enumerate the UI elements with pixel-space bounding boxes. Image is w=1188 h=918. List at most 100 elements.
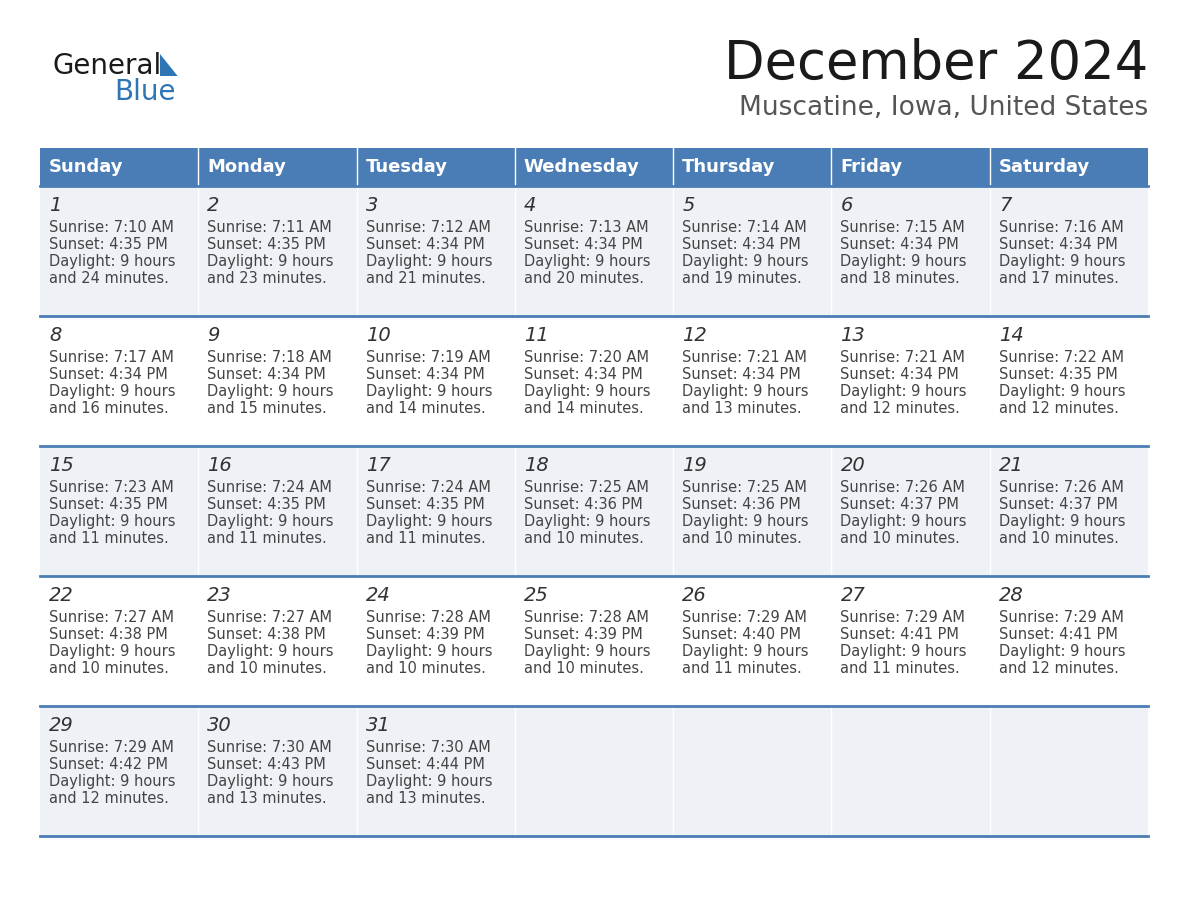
Text: and 11 minutes.: and 11 minutes. — [49, 531, 169, 546]
Text: Sunrise: 7:16 AM: Sunrise: 7:16 AM — [999, 220, 1124, 235]
Text: Sunrise: 7:29 AM: Sunrise: 7:29 AM — [840, 610, 966, 625]
Text: Sunrise: 7:30 AM: Sunrise: 7:30 AM — [366, 740, 491, 755]
Text: 11: 11 — [524, 326, 549, 345]
Text: Sunrise: 7:27 AM: Sunrise: 7:27 AM — [207, 610, 333, 625]
Text: 15: 15 — [49, 456, 74, 475]
Bar — [990, 148, 1148, 186]
Text: and 13 minutes.: and 13 minutes. — [366, 791, 485, 806]
Text: 21: 21 — [999, 456, 1024, 475]
Text: and 15 minutes.: and 15 minutes. — [207, 401, 327, 416]
Text: Sunrise: 7:26 AM: Sunrise: 7:26 AM — [840, 480, 966, 495]
Text: Sunrise: 7:11 AM: Sunrise: 7:11 AM — [207, 220, 331, 235]
Text: and 14 minutes.: and 14 minutes. — [524, 401, 644, 416]
Text: Sunset: 4:35 PM: Sunset: 4:35 PM — [366, 497, 485, 512]
Text: and 18 minutes.: and 18 minutes. — [840, 271, 960, 286]
Text: 17: 17 — [366, 456, 391, 475]
Text: and 20 minutes.: and 20 minutes. — [524, 271, 644, 286]
Text: Sunrise: 7:14 AM: Sunrise: 7:14 AM — [682, 220, 807, 235]
Bar — [356, 148, 514, 186]
Text: Sunrise: 7:13 AM: Sunrise: 7:13 AM — [524, 220, 649, 235]
Text: Sunrise: 7:29 AM: Sunrise: 7:29 AM — [682, 610, 807, 625]
Text: Sunset: 4:37 PM: Sunset: 4:37 PM — [999, 497, 1118, 512]
Text: 9: 9 — [207, 326, 220, 345]
Text: Sunrise: 7:21 AM: Sunrise: 7:21 AM — [840, 350, 966, 365]
Text: Monday: Monday — [207, 158, 286, 176]
Text: 14: 14 — [999, 326, 1024, 345]
Text: Daylight: 9 hours: Daylight: 9 hours — [682, 254, 809, 269]
Text: Sunrise: 7:27 AM: Sunrise: 7:27 AM — [49, 610, 173, 625]
Text: Daylight: 9 hours: Daylight: 9 hours — [207, 774, 334, 789]
Text: Sunrise: 7:29 AM: Sunrise: 7:29 AM — [49, 740, 173, 755]
Text: Sunrise: 7:25 AM: Sunrise: 7:25 AM — [682, 480, 807, 495]
Text: Sunset: 4:38 PM: Sunset: 4:38 PM — [49, 627, 168, 642]
Text: Sunrise: 7:21 AM: Sunrise: 7:21 AM — [682, 350, 807, 365]
Text: and 19 minutes.: and 19 minutes. — [682, 271, 802, 286]
Text: 12: 12 — [682, 326, 707, 345]
Text: and 10 minutes.: and 10 minutes. — [524, 531, 644, 546]
Text: Sunset: 4:42 PM: Sunset: 4:42 PM — [49, 757, 168, 772]
Text: 29: 29 — [49, 716, 74, 735]
Bar — [198, 148, 356, 186]
Text: and 12 minutes.: and 12 minutes. — [49, 791, 169, 806]
Text: Saturday: Saturday — [999, 158, 1089, 176]
Text: Sunset: 4:34 PM: Sunset: 4:34 PM — [366, 237, 485, 252]
Text: 18: 18 — [524, 456, 549, 475]
Text: Daylight: 9 hours: Daylight: 9 hours — [999, 254, 1125, 269]
Text: and 10 minutes.: and 10 minutes. — [524, 661, 644, 676]
Bar — [40, 316, 1148, 446]
Text: 13: 13 — [840, 326, 865, 345]
Text: Daylight: 9 hours: Daylight: 9 hours — [999, 514, 1125, 529]
Text: Sunrise: 7:28 AM: Sunrise: 7:28 AM — [524, 610, 649, 625]
Text: Sunset: 4:40 PM: Sunset: 4:40 PM — [682, 627, 801, 642]
Text: 22: 22 — [49, 586, 74, 605]
Text: Daylight: 9 hours: Daylight: 9 hours — [49, 514, 176, 529]
Text: 1: 1 — [49, 196, 62, 215]
Text: Daylight: 9 hours: Daylight: 9 hours — [524, 254, 650, 269]
Text: and 14 minutes.: and 14 minutes. — [366, 401, 486, 416]
Text: Daylight: 9 hours: Daylight: 9 hours — [682, 514, 809, 529]
Text: 7: 7 — [999, 196, 1011, 215]
Text: Sunrise: 7:18 AM: Sunrise: 7:18 AM — [207, 350, 331, 365]
Text: Sunset: 4:35 PM: Sunset: 4:35 PM — [49, 497, 168, 512]
Text: Sunrise: 7:12 AM: Sunrise: 7:12 AM — [366, 220, 491, 235]
Text: and 11 minutes.: and 11 minutes. — [840, 661, 960, 676]
Text: and 17 minutes.: and 17 minutes. — [999, 271, 1119, 286]
Text: Sunset: 4:36 PM: Sunset: 4:36 PM — [682, 497, 801, 512]
Text: 8: 8 — [49, 326, 62, 345]
Text: Sunrise: 7:19 AM: Sunrise: 7:19 AM — [366, 350, 491, 365]
Text: 30: 30 — [207, 716, 232, 735]
Text: and 10 minutes.: and 10 minutes. — [999, 531, 1119, 546]
Text: and 10 minutes.: and 10 minutes. — [840, 531, 960, 546]
Text: Daylight: 9 hours: Daylight: 9 hours — [49, 254, 176, 269]
Text: Daylight: 9 hours: Daylight: 9 hours — [366, 644, 492, 659]
Text: 5: 5 — [682, 196, 695, 215]
Bar — [514, 148, 674, 186]
Text: Daylight: 9 hours: Daylight: 9 hours — [366, 514, 492, 529]
Text: Daylight: 9 hours: Daylight: 9 hours — [682, 384, 809, 399]
Text: 4: 4 — [524, 196, 536, 215]
Text: Sunset: 4:41 PM: Sunset: 4:41 PM — [999, 627, 1118, 642]
Text: Daylight: 9 hours: Daylight: 9 hours — [366, 774, 492, 789]
Text: Daylight: 9 hours: Daylight: 9 hours — [49, 644, 176, 659]
Text: and 10 minutes.: and 10 minutes. — [682, 531, 802, 546]
Text: Sunset: 4:39 PM: Sunset: 4:39 PM — [524, 627, 643, 642]
Text: Sunset: 4:34 PM: Sunset: 4:34 PM — [840, 367, 959, 382]
Text: and 10 minutes.: and 10 minutes. — [49, 661, 169, 676]
Text: 23: 23 — [207, 586, 232, 605]
Text: 16: 16 — [207, 456, 232, 475]
Text: and 11 minutes.: and 11 minutes. — [366, 531, 486, 546]
Text: and 12 minutes.: and 12 minutes. — [999, 401, 1119, 416]
Text: 6: 6 — [840, 196, 853, 215]
Text: 27: 27 — [840, 586, 865, 605]
Text: Daylight: 9 hours: Daylight: 9 hours — [840, 384, 967, 399]
Text: Sunset: 4:37 PM: Sunset: 4:37 PM — [840, 497, 959, 512]
Bar — [40, 576, 1148, 706]
Bar — [674, 148, 832, 186]
Text: 3: 3 — [366, 196, 378, 215]
Text: Sunrise: 7:26 AM: Sunrise: 7:26 AM — [999, 480, 1124, 495]
Text: Sunset: 4:34 PM: Sunset: 4:34 PM — [207, 367, 326, 382]
Text: Daylight: 9 hours: Daylight: 9 hours — [840, 254, 967, 269]
Text: General: General — [52, 52, 162, 80]
Text: Sunset: 4:41 PM: Sunset: 4:41 PM — [840, 627, 959, 642]
Text: December 2024: December 2024 — [723, 38, 1148, 90]
